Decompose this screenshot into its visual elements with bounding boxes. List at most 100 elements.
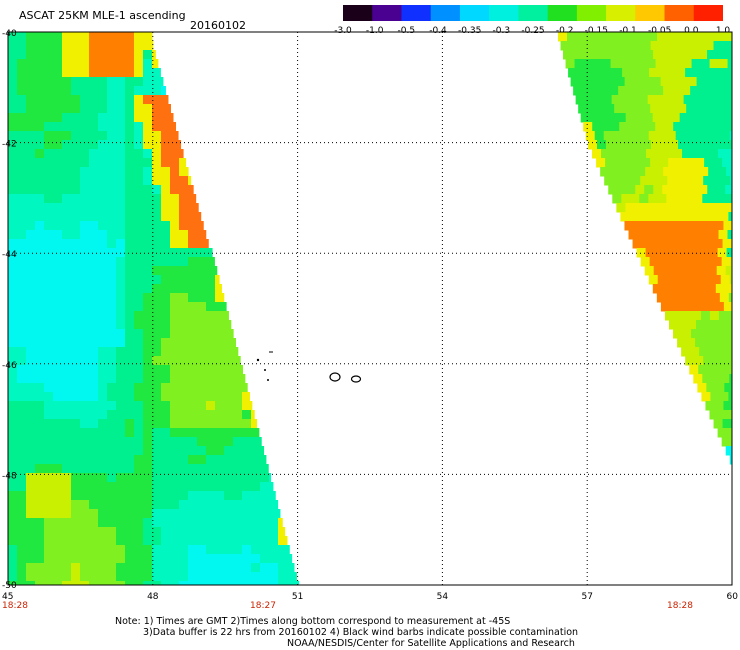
swath-cell bbox=[206, 581, 216, 585]
swath-cell bbox=[278, 563, 288, 573]
swath-cell bbox=[89, 293, 99, 303]
swath-cell bbox=[215, 455, 225, 465]
swath-cell bbox=[170, 320, 180, 330]
swath-cell bbox=[98, 338, 108, 348]
swath-cell bbox=[666, 32, 676, 42]
swath-cell bbox=[125, 356, 135, 366]
swath-cell bbox=[125, 518, 135, 528]
swath-cell bbox=[98, 545, 108, 555]
swath-cell bbox=[687, 221, 697, 231]
swath-cell bbox=[721, 356, 731, 366]
swath-cell bbox=[26, 392, 36, 402]
swath-cell bbox=[35, 167, 45, 177]
swath-cell bbox=[702, 194, 712, 204]
swath-cell bbox=[206, 419, 216, 429]
swath-cell bbox=[44, 581, 54, 585]
swath-cell bbox=[684, 275, 695, 285]
swath-cell bbox=[251, 572, 261, 582]
swath-cell bbox=[107, 221, 117, 231]
swath-cell bbox=[242, 509, 252, 519]
swath-cell bbox=[26, 491, 36, 501]
swath-cell bbox=[53, 419, 63, 429]
swath-cell bbox=[152, 185, 162, 195]
swath-cell bbox=[116, 293, 126, 303]
swath-cell bbox=[107, 248, 117, 258]
swath-cell bbox=[729, 32, 732, 42]
swath-cell bbox=[233, 536, 243, 546]
swath-cell bbox=[71, 401, 81, 411]
swath-cell bbox=[197, 239, 207, 249]
swath-cell bbox=[215, 491, 225, 501]
swath-cell bbox=[116, 257, 126, 267]
swath-cell bbox=[651, 221, 661, 231]
swath-cell bbox=[594, 131, 605, 141]
swath-cell bbox=[53, 194, 63, 204]
swath-cell bbox=[152, 239, 162, 249]
swath-cell bbox=[170, 518, 180, 528]
swath-cell bbox=[650, 239, 661, 249]
swath-cell bbox=[670, 203, 680, 213]
swath-cell bbox=[89, 32, 99, 42]
swath-cell bbox=[722, 158, 732, 168]
swath-cell bbox=[653, 185, 663, 195]
swath-cell bbox=[621, 32, 631, 42]
swath-cell bbox=[17, 518, 27, 528]
swath-cell bbox=[661, 284, 672, 294]
swath-cell bbox=[206, 293, 216, 303]
swath-cell bbox=[80, 428, 90, 438]
swath-cell bbox=[179, 419, 189, 429]
swath-cell bbox=[62, 473, 72, 483]
swath-cell bbox=[35, 446, 45, 456]
swath-cell bbox=[80, 401, 90, 411]
swath-cell bbox=[678, 77, 689, 87]
swath-cell bbox=[215, 500, 225, 510]
swath-cell bbox=[647, 95, 658, 105]
swath-cell bbox=[629, 212, 639, 222]
swath-cell bbox=[26, 428, 36, 438]
swath-cell bbox=[188, 581, 198, 585]
swath-cell bbox=[8, 464, 18, 474]
swath-cell bbox=[678, 221, 688, 231]
swath-cell bbox=[215, 338, 225, 348]
swath-cell bbox=[630, 32, 640, 42]
swath-cell bbox=[641, 104, 651, 114]
swath-cell bbox=[251, 455, 261, 465]
swath-cell bbox=[26, 32, 36, 42]
swath-cell bbox=[242, 581, 252, 585]
swath-cell bbox=[35, 104, 45, 114]
swath-cell bbox=[197, 212, 202, 222]
swath-cell bbox=[80, 329, 90, 339]
swath-cell bbox=[699, 167, 709, 177]
swath-cell bbox=[71, 374, 81, 384]
swath-cell bbox=[188, 392, 198, 402]
swath-cell bbox=[116, 428, 126, 438]
swath-cell bbox=[657, 32, 667, 42]
swath-cell bbox=[251, 518, 261, 528]
swath-cell bbox=[725, 50, 732, 60]
swath-cell bbox=[673, 149, 683, 159]
swath-cell bbox=[697, 383, 707, 393]
swath-cell bbox=[116, 149, 126, 159]
swath-cell bbox=[35, 59, 45, 69]
swath-cell bbox=[53, 527, 63, 537]
swath-cell bbox=[44, 320, 54, 330]
swath-cell bbox=[696, 77, 707, 87]
swath-cell bbox=[8, 194, 18, 204]
swath-cell bbox=[17, 545, 27, 555]
swath-cell bbox=[26, 365, 36, 375]
swath-cell bbox=[197, 491, 207, 501]
swath-cell bbox=[695, 104, 705, 114]
swath-cell bbox=[720, 194, 730, 204]
swath-cell bbox=[206, 275, 216, 285]
swath-cell bbox=[17, 356, 27, 366]
swath-cell bbox=[718, 329, 728, 339]
swath-cell bbox=[161, 149, 171, 159]
swath-cell bbox=[17, 239, 27, 249]
swath-cell bbox=[652, 284, 663, 294]
swath-cell bbox=[206, 455, 216, 465]
swath-cell bbox=[17, 329, 27, 339]
swath-cell bbox=[125, 329, 135, 339]
swath-cell bbox=[170, 509, 180, 519]
swath-cell bbox=[161, 527, 171, 537]
swath-cell bbox=[711, 374, 721, 384]
